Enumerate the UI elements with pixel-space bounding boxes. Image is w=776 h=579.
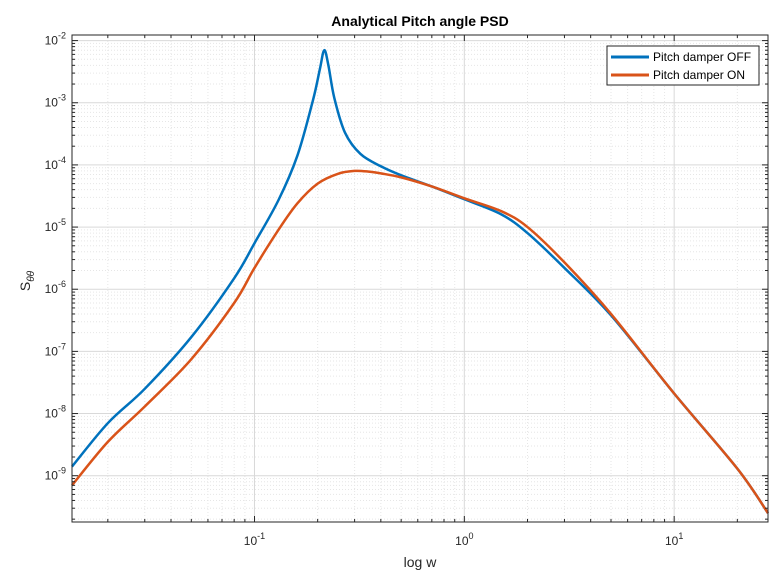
legend: Pitch damper OFF Pitch damper ON [606, 45, 760, 86]
y-tick-label: 10-2 [45, 31, 66, 48]
x-tick-label: 100 [455, 531, 473, 548]
y-tick-base: 10 [45, 282, 59, 296]
chart-title: Analytical Pitch angle PSD [331, 13, 508, 29]
y-tick-exponent: -4 [58, 155, 66, 165]
y-tick-base: 10 [45, 96, 59, 110]
x-tick-exponent: -1 [257, 531, 265, 541]
series-line-pitch-damper-on [71, 169, 770, 514]
y-tick-exponent: -8 [58, 404, 66, 414]
y-axis-label-subscript: θθ [26, 270, 37, 281]
y-tick-base: 10 [45, 158, 59, 172]
y-axis-label-main: S [17, 282, 33, 291]
x-tick-label: 101 [665, 531, 683, 548]
y-tick-exponent: -2 [58, 31, 66, 41]
legend-box [606, 45, 760, 86]
y-axis-label: Sθθ [17, 270, 37, 291]
series-layer [71, 48, 770, 514]
y-tick-base: 10 [45, 34, 59, 48]
y-tick-label: 10-6 [45, 279, 66, 296]
y-tick-exponent: -3 [58, 93, 66, 103]
y-tick-base: 10 [45, 469, 59, 483]
y-tick-label: 10-5 [45, 217, 66, 234]
y-tick-label: 10-9 [45, 466, 66, 483]
x-tick-label: 10-1 [244, 531, 265, 548]
x-tick-exponent: 1 [678, 531, 683, 541]
y-tick-exponent: -6 [58, 279, 66, 289]
legend-label-on: Pitch damper ON [653, 68, 745, 82]
y-tick-base: 10 [45, 407, 59, 421]
x-tick-base: 10 [665, 534, 679, 548]
y-tick-exponent: -7 [58, 341, 66, 351]
x-axis-label: log w [404, 554, 438, 570]
y-tick-base: 10 [45, 344, 59, 358]
legend-label-off: Pitch damper OFF [653, 50, 751, 64]
grid-layer [72, 35, 768, 522]
x-tick-base: 10 [455, 534, 469, 548]
y-tick-label: 10-7 [45, 341, 66, 358]
y-tick-label: 10-4 [45, 155, 66, 172]
axes-layer: 10-1 100 10110-910-810-710-610-510-410-310… [45, 31, 769, 548]
y-tick-label: 10-3 [45, 93, 66, 110]
series-line-pitch-damper-off [71, 48, 770, 514]
axes-box [71, 34, 769, 523]
x-tick-base: 10 [244, 534, 258, 548]
y-tick-exponent: -9 [58, 466, 66, 476]
y-tick-exponent: -5 [58, 217, 66, 227]
y-tick-label: 10-8 [45, 404, 66, 421]
y-tick-base: 10 [45, 220, 59, 234]
x-tick-exponent: 0 [469, 531, 474, 541]
